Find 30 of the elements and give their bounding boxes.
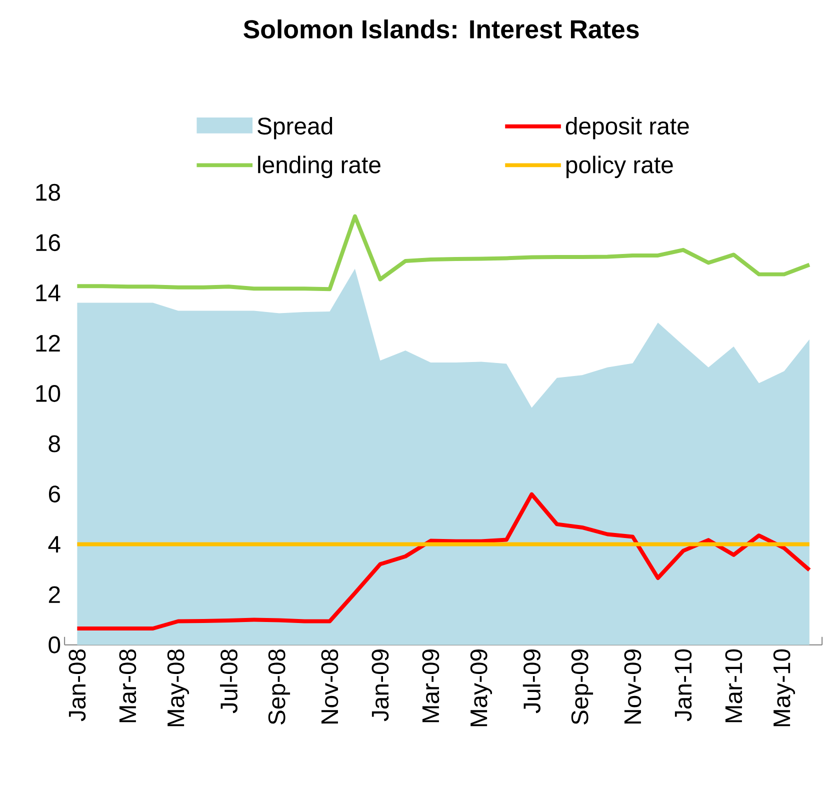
- x-tick-label: Mar-09: [422, 649, 440, 722]
- x-tick-label: Nov-08: [321, 649, 338, 724]
- x-tick-label: Jan-10: [674, 649, 692, 721]
- legend-label: lending rate: [258, 156, 380, 178]
- x-tick-label: Jul-08: [220, 649, 238, 714]
- y-tick-label: 0: [48, 636, 60, 654]
- chart-title: Solomon Islands: Interest Rates: [244, 19, 639, 38]
- y-tick-label: 6: [48, 485, 60, 502]
- x-tick-label: Mar-10: [725, 649, 742, 722]
- legend-label: Spread: [258, 116, 332, 140]
- x-tick-label: Sep-08: [268, 649, 290, 724]
- x-tick-label: Mar-08: [119, 649, 136, 722]
- x-tick-label: May-10: [773, 649, 796, 726]
- x-tick-label: Jan-08: [68, 649, 86, 721]
- y-tick-label: 2: [48, 586, 60, 603]
- legend-label: deposit rate: [566, 116, 689, 140]
- y-tick-label: 16: [36, 234, 60, 251]
- y-tick-label: 4: [48, 536, 60, 552]
- x-tick-label: May-09: [470, 649, 492, 726]
- y-tick-label: 12: [36, 334, 60, 352]
- x-tick-label: Sep-09: [571, 649, 594, 724]
- y-tick-label: 8: [48, 435, 60, 452]
- y-tick-label: 10: [36, 384, 60, 402]
- x-tick-label: May-08: [167, 649, 190, 726]
- legend-label: policy rate: [566, 156, 673, 178]
- x-tick-label: Jan-09: [372, 649, 389, 721]
- x-tick-label: Jul-09: [522, 649, 540, 714]
- y-tick-label: 14: [36, 284, 60, 301]
- y-tick-label: 18: [36, 184, 60, 201]
- x-tick-label: Nov-09: [624, 649, 642, 724]
